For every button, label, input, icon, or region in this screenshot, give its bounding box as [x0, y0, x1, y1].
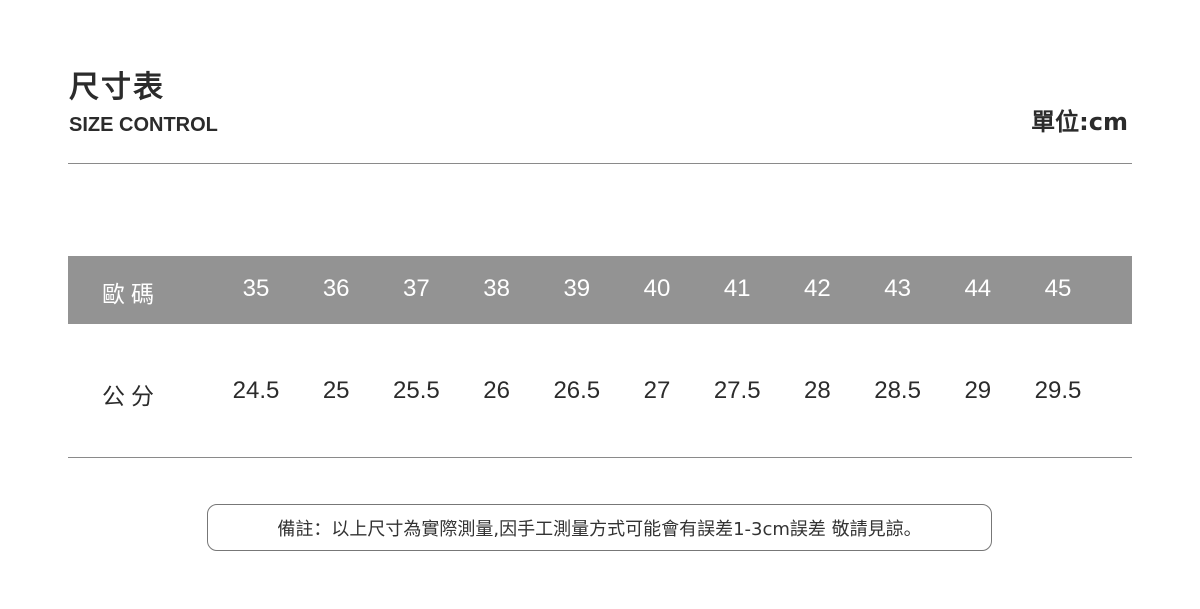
cm-size-cell: 29 — [964, 377, 992, 404]
eu-size-cell: 43 — [884, 275, 911, 302]
header-row-band — [68, 256, 1132, 324]
eu-size-cell: 40 — [643, 275, 671, 302]
eu-size-cell: 44 — [964, 275, 992, 302]
note-box: 備註：以上尺寸為實際測量,因手工測量方式可能會有誤差1-3cm誤差 敬請見諒。 — [207, 504, 992, 551]
page-title: 尺寸表 — [69, 70, 165, 105]
cm-size-cell: 27 — [643, 377, 671, 404]
eu-size-cell: 36 — [322, 275, 350, 302]
eu-size-cell: 45 — [1044, 275, 1072, 302]
eu-size-cell: 39 — [563, 275, 591, 302]
eu-size-cell: 37 — [403, 275, 430, 302]
cm-size-cell: 28.5 — [874, 377, 921, 404]
cm-label: 公分 — [102, 384, 160, 410]
cm-size-cell: 26 — [483, 377, 510, 404]
eu-size-cell: 38 — [483, 275, 510, 302]
eu-size-cell: 42 — [804, 275, 831, 302]
cm-size-cell: 25 — [322, 377, 350, 404]
cm-size-cell: 24.5 — [232, 377, 280, 404]
cm-size-cell: 28 — [804, 377, 831, 404]
cm-size-cell: 27.5 — [713, 377, 761, 404]
eu-size-cell: 41 — [723, 275, 751, 302]
eu-size-label: 歐碼 — [102, 282, 160, 308]
cm-size-cell: 29.5 — [1034, 377, 1082, 404]
bottom-divider — [68, 457, 1132, 458]
unit-label: 單位:cm — [1031, 108, 1128, 136]
cm-size-cell: 25.5 — [393, 377, 440, 404]
cm-size-cell: 26.5 — [553, 377, 601, 404]
top-divider — [68, 163, 1132, 164]
page-subtitle: SIZE CONTROL — [69, 114, 218, 136]
eu-size-cell: 35 — [242, 275, 270, 302]
